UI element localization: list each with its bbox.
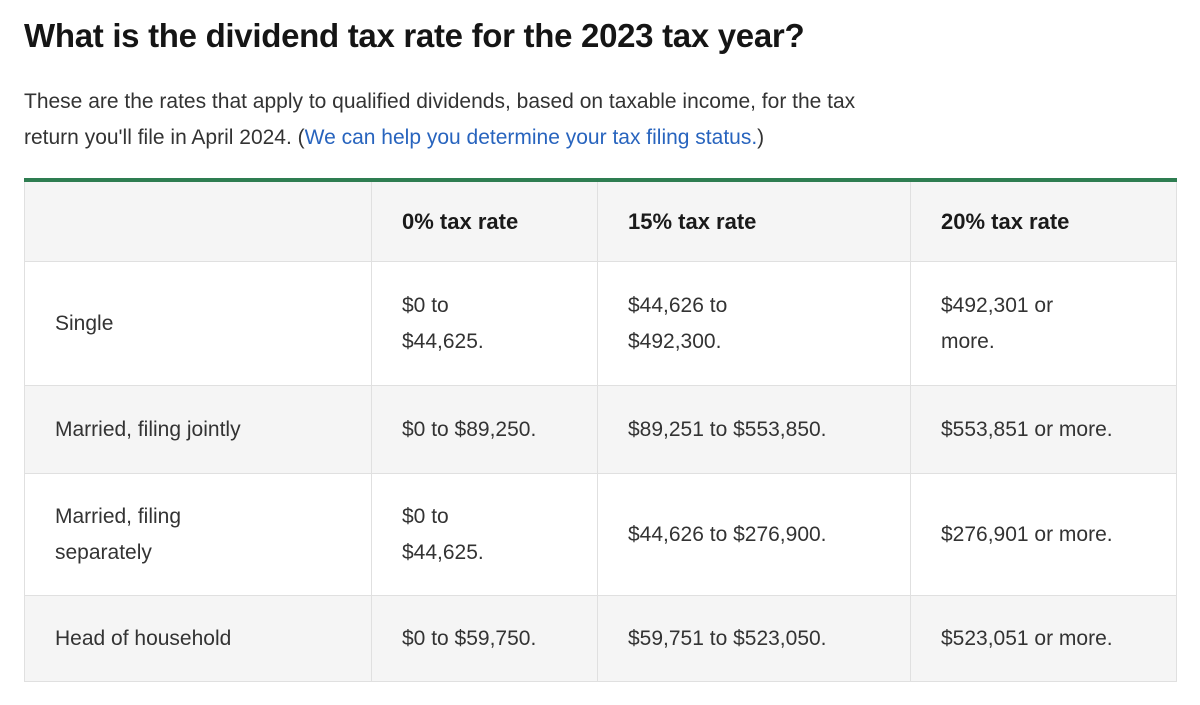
table-header-row: 0% tax rate 15% tax rate 20% tax rate: [24, 179, 1177, 263]
intro-text-before-link: These are the rates that apply to qualif…: [24, 89, 856, 149]
header-cell-20-percent-rate: 20% tax rate: [910, 179, 1177, 263]
tax-filing-status-link[interactable]: We can help you determine your tax filin…: [304, 125, 758, 149]
cell-married-jointly-rate20: $553,851 or more.: [910, 385, 1177, 475]
cell-married-separately-rate15: $44,626 to $276,900.: [597, 473, 911, 597]
cell-single-rate15: $44,626 to $492,300.: [597, 261, 911, 387]
row-label-married-separately: Married, filing separately: [24, 473, 372, 597]
header-cell-15-percent-rate: 15% tax rate: [597, 179, 911, 263]
dividend-tax-rate-table: 0% tax rate 15% tax rate 20% tax rate Si…: [24, 177, 1177, 683]
cell-married-separately-rate20: $276,901 or more.: [910, 473, 1177, 597]
row-label-married-jointly: Married, filing jointly: [24, 385, 372, 475]
row-label-single: Single: [24, 261, 372, 387]
cell-married-jointly-rate0: $0 to $89,250.: [371, 385, 598, 475]
table-row-married-separately: Married, filing separately $0 to $44,625…: [24, 473, 1177, 597]
row-label-head-of-household: Head of household: [24, 595, 372, 683]
cell-head-of-household-rate20: $523,051 or more.: [910, 595, 1177, 683]
cell-head-of-household-rate0: $0 to $59,750.: [371, 595, 598, 683]
header-cell-0-percent-rate: 0% tax rate: [371, 179, 598, 263]
cell-single-rate20: $492,301 or more.: [910, 261, 1177, 387]
cell-single-rate0: $0 to $44,625.: [371, 261, 598, 387]
cell-head-of-household-rate15: $59,751 to $523,050.: [597, 595, 911, 683]
table-row-head-of-household: Head of household $0 to $59,750. $59,751…: [24, 595, 1177, 683]
page-title: What is the dividend tax rate for the 20…: [24, 17, 805, 54]
table-row-single: Single $0 to $44,625. $44,626 to $492,30…: [24, 261, 1177, 387]
header-cell-filing-status: [24, 179, 372, 263]
table-row-married-jointly: Married, filing jointly $0 to $89,250. $…: [24, 385, 1177, 475]
cell-married-jointly-rate15: $89,251 to $553,850.: [597, 385, 911, 475]
cell-married-separately-rate0: $0 to $44,625.: [371, 473, 598, 597]
intro-paragraph: These are the rates that apply to qualif…: [24, 84, 1164, 156]
intro-text-after-link: ): [757, 125, 765, 149]
